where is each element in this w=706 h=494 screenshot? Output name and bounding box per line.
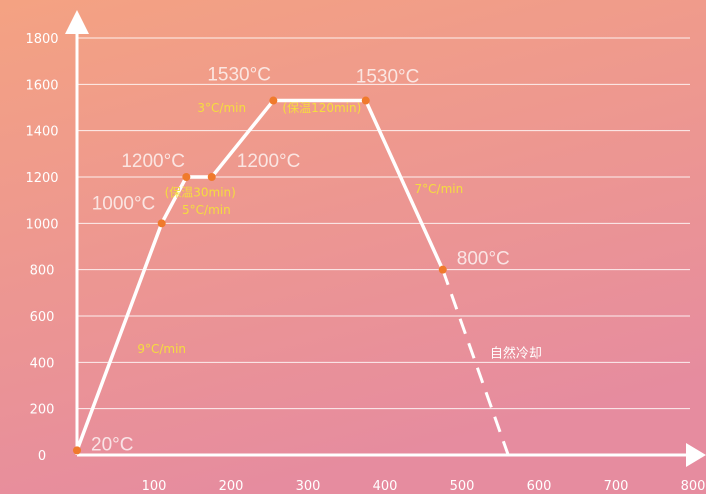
cooling-note-label: 自然冷却 — [490, 346, 542, 362]
data-markers — [73, 96, 447, 455]
x-tick-label: 600 — [527, 479, 552, 494]
x-axis-arrow — [686, 443, 706, 467]
y-tick-label: 0 — [38, 449, 46, 464]
rate-label: 7°C/min — [415, 182, 464, 196]
y-tick-label: 1600 — [25, 78, 58, 93]
y-tick-label: 1000 — [25, 217, 58, 232]
hold-time-label: (保温30min) — [165, 186, 236, 200]
tick-labels: 0 200 400 600 800 1000 1200 1400 1600 1800 100 200 3… — [25, 32, 705, 494]
x-tick-label: 400 — [373, 479, 398, 494]
y-tick-label: 200 — [30, 403, 55, 418]
data-point-marker — [157, 219, 166, 228]
data-point-label: 1530°C — [207, 65, 271, 86]
x-tick-label: 100 — [142, 479, 167, 494]
axes — [65, 10, 706, 467]
data-point-marker — [269, 96, 278, 105]
data-point-marker — [207, 173, 216, 181]
data-point-marker — [73, 446, 81, 455]
cooling-dashed-line — [441, 269, 510, 456]
x-tick-label: 200 — [219, 479, 244, 494]
data-point-label: 1200°C — [237, 151, 301, 172]
grid-lines — [77, 37, 690, 410]
x-tick-label: 700 — [604, 479, 629, 494]
data-point-label: 1000°C — [92, 193, 156, 214]
data-point-label: 1530°C — [356, 67, 420, 88]
data-point-label: 800°C — [457, 249, 510, 270]
rate-label: 9°C/min — [137, 342, 186, 356]
y-tick-label: 1200 — [25, 171, 58, 186]
x-tick-label: 300 — [296, 479, 321, 494]
x-tick-label: 800 — [681, 479, 706, 494]
data-point-label: 20°C — [91, 434, 133, 455]
data-point-marker — [438, 265, 447, 274]
y-tick-label: 400 — [30, 356, 55, 371]
annotation-labels: 20°C 1000°C 1200°C 1200°C 1530°C 1530°C 800°C 9… — [91, 65, 542, 456]
y-tick-label: 1800 — [25, 32, 58, 47]
data-point-marker — [361, 96, 370, 105]
data-point-label: 1200°C — [121, 151, 185, 172]
y-tick-label: 1400 — [25, 125, 58, 140]
rate-label: 3°C/min — [197, 101, 246, 115]
rate-label: 5°C/min — [182, 203, 231, 217]
hold-time-label: (保温120min) — [282, 101, 361, 115]
y-tick-label: 800 — [30, 264, 55, 279]
y-axis-arrow — [65, 10, 89, 34]
x-tick-label: 500 — [450, 479, 475, 494]
y-tick-label: 600 — [30, 310, 55, 325]
data-point-marker — [182, 173, 191, 181]
